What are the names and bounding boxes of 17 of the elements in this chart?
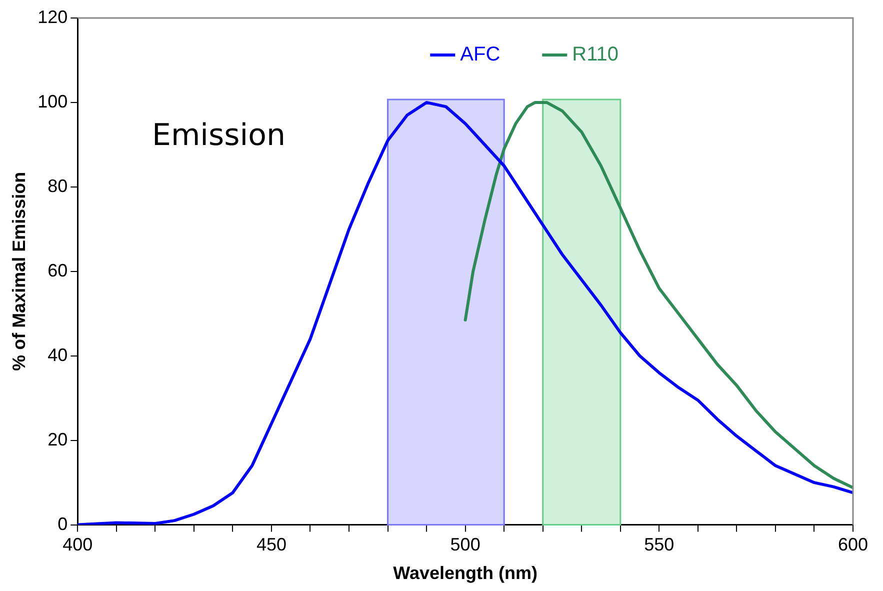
y-tick-label: 100 [38,91,68,112]
y-tick-label: 0 [58,514,68,534]
y-tick-label: 60 [48,260,68,280]
x-tick-label: 450 [256,534,286,555]
y-tick-label: 40 [48,344,68,365]
legend-label: R110 [572,44,618,66]
y-tick-label: 20 [48,429,68,450]
y-tick-label: 80 [48,176,68,196]
x-tick-label: 550 [644,534,674,555]
annotation: Emission [152,118,286,153]
x-tick-label: 500 [450,534,480,555]
x-tick-label: 600 [838,534,868,555]
y-tick-label: 120 [38,6,68,27]
legend-label: AFC [460,44,500,66]
x-axis-title: Wavelength (nm) [393,563,538,584]
y-axis-title: % of Maximal Emission [8,172,29,371]
x-tick-label: 400 [62,534,93,555]
